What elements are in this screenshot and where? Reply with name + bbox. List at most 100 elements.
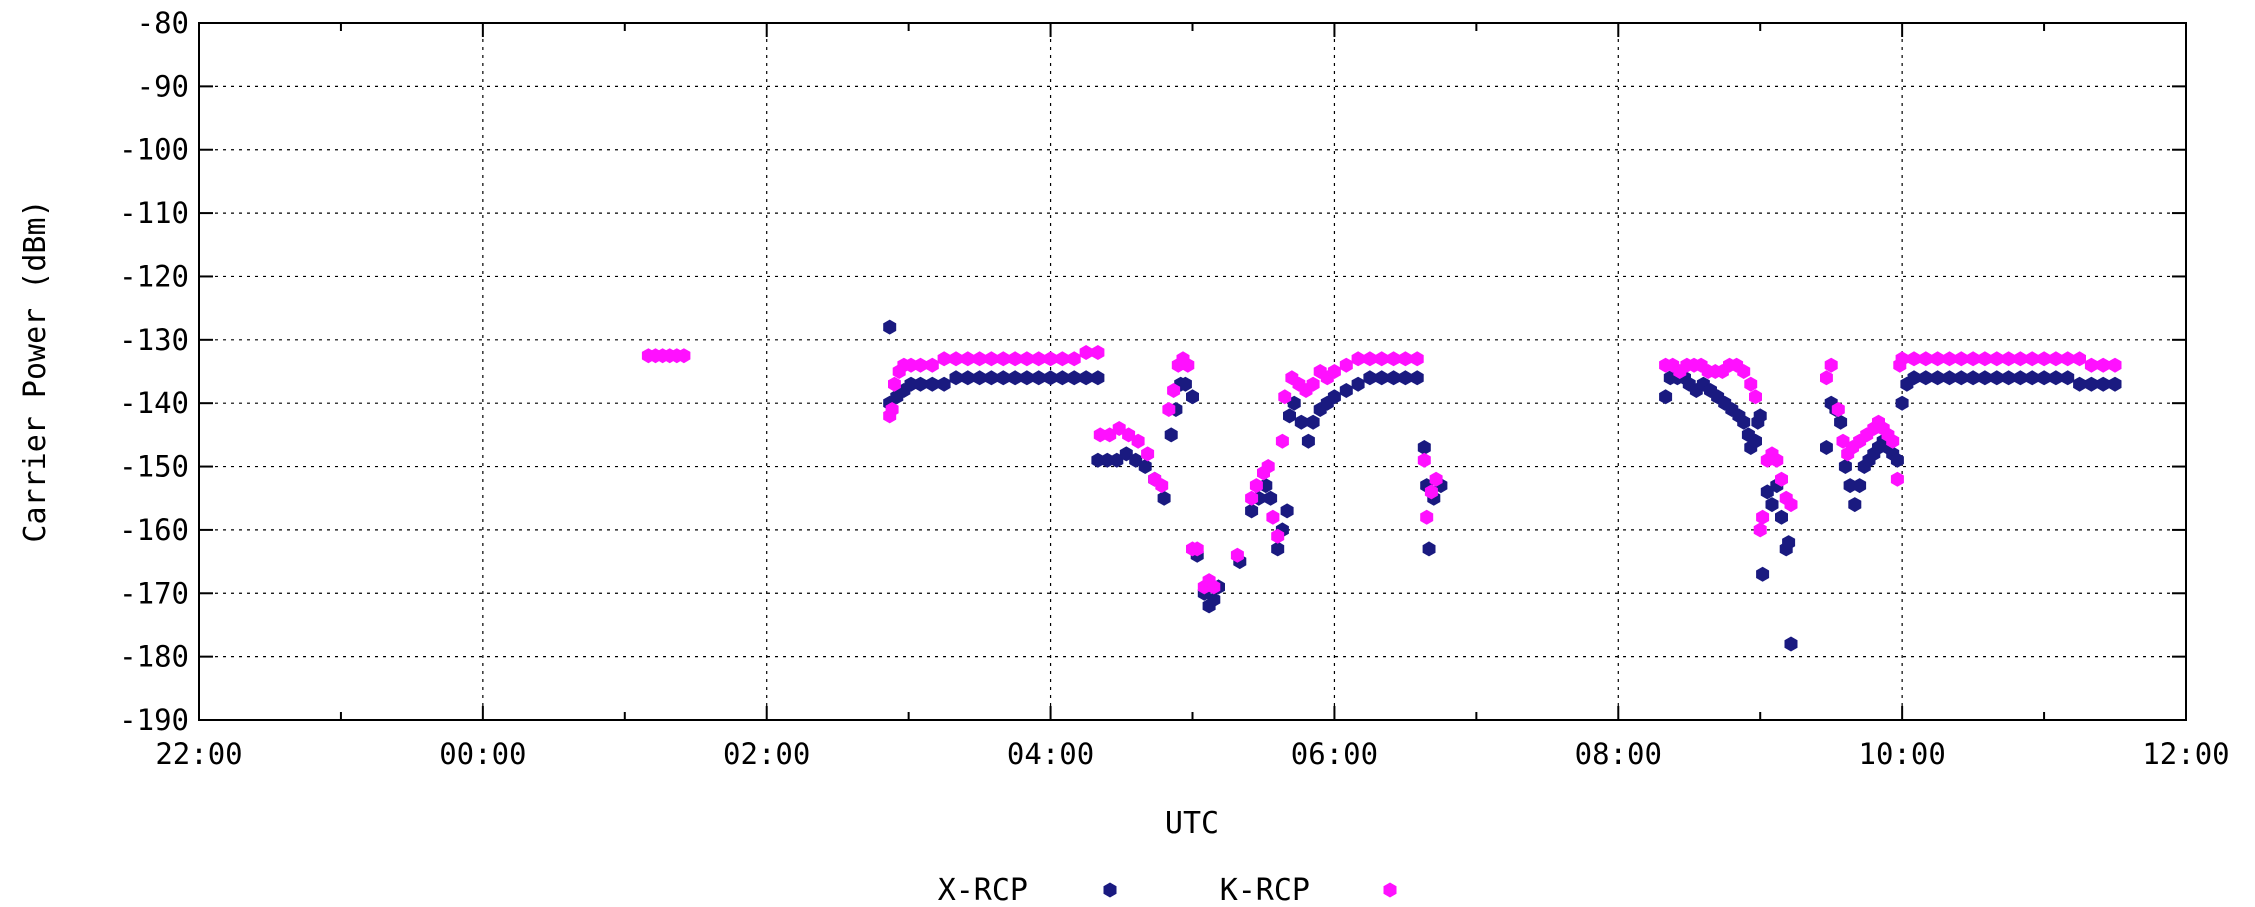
point-k-rcp — [2049, 351, 2063, 367]
point-x-rcp — [1280, 503, 1294, 519]
point-x-rcp — [1363, 370, 1377, 386]
x-tick-label: 02:00 — [723, 737, 810, 771]
point-k-rcp — [1890, 471, 1904, 487]
point-k-rcp — [1978, 351, 1992, 367]
point-x-rcp — [2037, 370, 2051, 386]
point-k-rcp — [1424, 484, 1438, 500]
point-k-rcp — [1784, 497, 1798, 513]
point-k-rcp — [1278, 389, 1292, 405]
point-k-rcp — [885, 402, 899, 417]
point-k-rcp — [1271, 528, 1285, 544]
point-k-rcp — [1824, 357, 1838, 373]
point-k-rcp — [1155, 478, 1169, 494]
x-tick-label: 10:00 — [1858, 737, 1945, 771]
point-x-rcp — [2013, 370, 2027, 386]
point-x-rcp — [2073, 376, 2086, 392]
legend-label-k-rcp: K-RCP — [1220, 873, 1310, 907]
point-k-rcp — [1091, 345, 1105, 360]
y-tick-label: -150 — [119, 450, 189, 484]
point-x-rcp — [1853, 478, 1867, 494]
point-k-rcp — [2025, 351, 2039, 367]
point-k-rcp — [1820, 370, 1833, 386]
point-x-rcp — [1245, 503, 1259, 519]
point-x-rcp — [1943, 370, 1956, 386]
y-tick-label: -170 — [119, 576, 189, 610]
point-k-rcp — [1744, 376, 1758, 392]
point-x-rcp — [1775, 509, 1788, 525]
point-k-rcp — [1737, 364, 1751, 379]
point-x-rcp — [1756, 566, 1770, 582]
point-k-rcp — [1245, 490, 1259, 506]
point-x-rcp — [1782, 535, 1796, 551]
point-k-rcp — [1190, 541, 1204, 557]
point-k-rcp — [1266, 509, 1280, 525]
grid-lines — [199, 23, 2186, 720]
point-k-rcp — [1398, 351, 1412, 367]
point-x-rcp — [1375, 370, 1389, 386]
y-tick-label: -110 — [119, 196, 189, 230]
point-x-rcp — [2084, 376, 2098, 392]
point-x-rcp — [1079, 370, 1093, 386]
point-x-rcp — [2096, 376, 2110, 392]
point-k-rcp — [1008, 351, 1022, 367]
y-tick-label: -120 — [119, 259, 189, 293]
plot-frame — [198, 22, 2187, 721]
point-x-rcp — [996, 370, 1010, 386]
point-k-rcp — [677, 348, 691, 364]
point-x-rcp — [1834, 414, 1848, 430]
point-k-rcp — [1339, 357, 1353, 373]
y-tick-label: -160 — [119, 513, 189, 547]
point-x-rcp — [2025, 370, 2039, 386]
point-k-rcp — [1753, 522, 1767, 538]
point-x-rcp — [1157, 490, 1171, 506]
legend-marker-x-rcp — [1103, 882, 1117, 898]
point-x-rcp — [2108, 376, 2122, 392]
point-k-rcp — [2013, 351, 2027, 367]
point-x-rcp — [1091, 370, 1105, 386]
point-x-rcp — [1164, 427, 1178, 443]
point-k-rcp — [1429, 471, 1443, 487]
y-tick-label: -130 — [119, 323, 189, 357]
legend-marker-k-rcp — [1383, 882, 1397, 898]
point-x-rcp — [1978, 370, 1992, 386]
point-k-rcp — [1954, 351, 1968, 367]
legend-marker-shape — [1103, 882, 1117, 898]
point-x-rcp — [961, 370, 975, 386]
point-k-rcp — [2084, 357, 2098, 373]
point-x-rcp — [1737, 414, 1751, 430]
point-x-rcp — [914, 376, 927, 392]
y-axis-label: Carrier Power (dBm) — [18, 199, 53, 542]
point-k-rcp — [1249, 478, 1263, 494]
legend: X-RCP K-RCP — [938, 873, 1397, 907]
point-k-rcp — [1417, 452, 1431, 468]
point-k-rcp — [888, 376, 901, 392]
point-x-rcp — [984, 370, 998, 386]
point-k-rcp — [1363, 351, 1377, 367]
point-x-rcp — [1067, 370, 1081, 386]
y-tick-label: -190 — [119, 703, 189, 737]
point-x-rcp — [949, 370, 963, 386]
x-axis-label: UTC — [1165, 806, 1219, 841]
y-tick-labels: -80 -90 -100 -110 -120 -130 -140 -150 -160 -170 -1… — [119, 6, 189, 737]
legend-label-x-rcp: X-RCP — [938, 873, 1028, 907]
point-x-rcp — [1271, 541, 1285, 557]
point-k-rcp — [1387, 351, 1401, 367]
point-x-rcp — [2061, 370, 2075, 386]
point-x-rcp — [1410, 370, 1424, 386]
point-x-rcp — [1966, 370, 1980, 386]
point-x-rcp — [1820, 440, 1833, 455]
point-x-rcp — [1422, 541, 1436, 557]
point-k-rcp — [1079, 345, 1093, 360]
point-k-rcp — [1162, 402, 1176, 417]
point-x-rcp — [1044, 370, 1058, 386]
point-x-rcp — [1138, 459, 1152, 474]
point-k-rcp — [1895, 351, 1909, 367]
x-tick-label: 12:00 — [2142, 737, 2229, 771]
point-k-rcp — [996, 351, 1010, 367]
point-k-rcp — [1020, 351, 1034, 367]
y-tick-label: -90 — [137, 69, 189, 103]
point-x-rcp — [1848, 497, 1862, 513]
point-x-rcp — [1351, 376, 1365, 392]
point-k-rcp — [1410, 351, 1424, 367]
